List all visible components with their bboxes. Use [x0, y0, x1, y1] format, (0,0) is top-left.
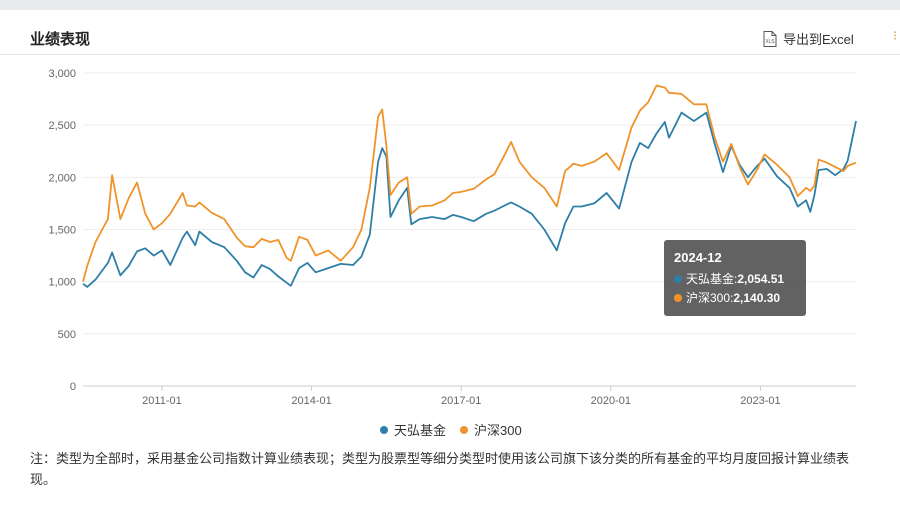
- series1-dot-icon: [674, 274, 682, 283]
- tooltip-row-series2: 沪深300: 2,140.30: [674, 288, 796, 307]
- legend-label-series1: 天弘基金: [394, 423, 447, 438]
- legend-dot-icon: [460, 425, 469, 434]
- legend-item-series2[interactable]: 沪深300: [460, 420, 522, 439]
- y-tick-label: 1,000: [48, 277, 76, 289]
- tooltip-label-series1: 天弘基金:: [686, 272, 738, 286]
- page-title: 业绩表现: [30, 31, 91, 48]
- excel-file-icon: XLS: [763, 30, 777, 47]
- export-excel-button[interactable]: XLS 导出到Excel: [763, 29, 854, 48]
- x-tick-label: 2017-01: [441, 395, 481, 407]
- tooltip-value-series1: 2,054.51: [737, 271, 785, 286]
- series-lines: [82, 84, 857, 288]
- series2-dot-icon: [674, 293, 682, 302]
- more-icon[interactable]: ⁝: [893, 28, 898, 43]
- legend-label-series2: 沪深300: [474, 423, 522, 438]
- x-tick-label: 2011-01: [142, 395, 182, 407]
- chart-tooltip: 2024-12 天弘基金: 2,054.51 沪深300: 2,140.30: [664, 240, 806, 316]
- footnote: 注：类型为全部时，采用基金公司指数计算业绩表现；类型为股票型等细分类型时使用该公…: [30, 451, 850, 487]
- svg-text:XLS: XLS: [765, 39, 775, 45]
- x-axis: 2011-01 2014-01 2017-01 2020-01 2023-01: [142, 386, 781, 407]
- x-tick-label: 2020-01: [591, 395, 631, 407]
- x-tick-label: 2014-01: [291, 395, 331, 407]
- chart-legend: 天弘基金 沪深300: [380, 420, 536, 439]
- tooltip-row-series1: 天弘基金: 2,054.51: [674, 269, 796, 288]
- top-bar: [0, 0, 900, 10]
- legend-dot-icon: [380, 425, 388, 434]
- y-tick-label: 2,000: [48, 172, 76, 184]
- tooltip-value-series2: 2,140.30: [733, 290, 781, 305]
- y-tick-label: 0: [70, 381, 76, 393]
- tooltip-label-series2: 沪深300:: [686, 291, 734, 305]
- legend-item-series1[interactable]: 天弘基金: [380, 420, 446, 439]
- series-line-1: [82, 111, 857, 288]
- y-axis-ticks: 0 500 1,000 1,500 2,000 2,500 3,000: [48, 68, 76, 393]
- x-tick-label: 2023-01: [740, 395, 780, 407]
- export-label: 导出到Excel: [783, 32, 854, 47]
- y-tick-label: 3,000: [48, 68, 76, 80]
- series-line-2: [82, 84, 857, 282]
- section-header: 业绩表现 XLS 导出到Excel ⁝: [0, 10, 900, 55]
- y-tick-label: 1,500: [48, 225, 76, 237]
- grid-lines: [83, 72, 856, 387]
- tooltip-date: 2024-12: [674, 250, 722, 265]
- y-tick-label: 500: [58, 329, 76, 341]
- y-tick-label: 2,500: [48, 120, 76, 132]
